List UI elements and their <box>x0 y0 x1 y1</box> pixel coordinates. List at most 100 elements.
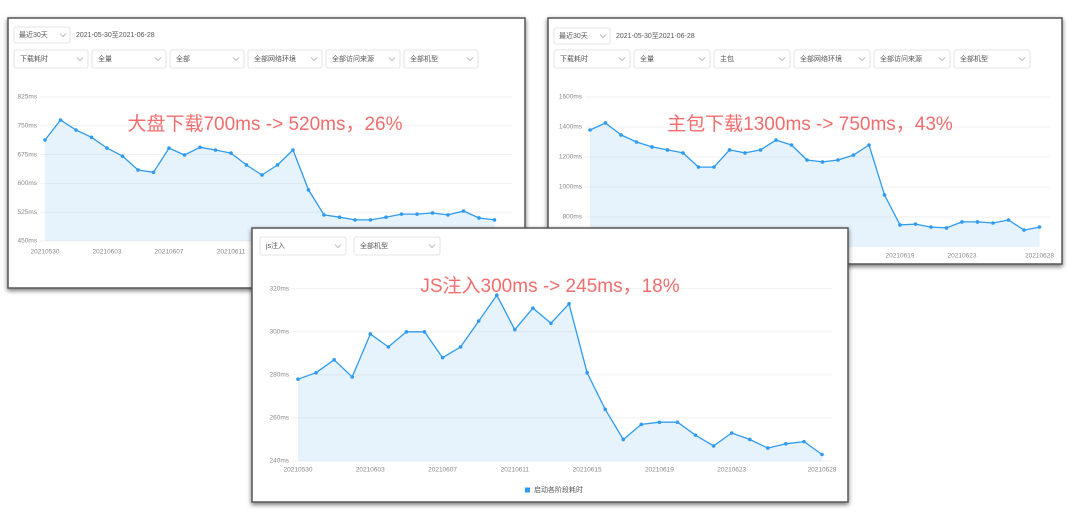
point <box>415 212 419 216</box>
legend-label: 启动各阶段耗时 <box>534 485 583 494</box>
point <box>384 215 388 219</box>
point <box>89 135 94 140</box>
point <box>944 226 949 230</box>
filter-label: 主包 <box>720 54 734 63</box>
point <box>867 143 871 147</box>
point <box>585 370 589 375</box>
y-tick-label: 1400ms <box>559 124 583 131</box>
y-tick-label: 750ms <box>17 123 37 130</box>
x-tick-label: 20210603 <box>93 249 122 256</box>
chevron <box>858 57 866 62</box>
point <box>353 218 357 222</box>
chevron <box>76 57 84 62</box>
point <box>929 225 933 229</box>
chevron <box>232 57 240 62</box>
area <box>590 123 1040 247</box>
point <box>446 213 450 217</box>
series-line <box>589 122 1040 231</box>
chevron <box>154 57 162 62</box>
point <box>306 188 311 192</box>
chevron <box>310 57 318 62</box>
point <box>461 209 466 213</box>
point <box>681 151 685 155</box>
point <box>260 173 264 177</box>
x-tick-label: 20210611 <box>217 249 246 256</box>
date-range: 2021-05-30至2021-06-28 <box>616 32 695 40</box>
point <box>476 319 481 323</box>
point <box>492 218 497 222</box>
chevron <box>1018 57 1026 62</box>
filter-label: 全部访问来源 <box>332 54 374 63</box>
chevron <box>388 57 396 62</box>
period-label: 最近30天 <box>559 31 588 40</box>
point <box>430 211 435 215</box>
filter-select <box>713 49 791 69</box>
x-tick-label: 20210611 <box>501 467 530 474</box>
point <box>350 375 355 379</box>
y-tick-label: 260ms <box>269 415 289 422</box>
y-tick-label: 1200ms <box>559 154 583 161</box>
point <box>711 444 716 448</box>
x-tick-label: 20210530 <box>31 249 60 256</box>
y-tick-label: 450ms <box>17 238 37 245</box>
point <box>322 213 326 217</box>
filter-select <box>403 49 479 69</box>
annotation: 主包下载1300ms -> 750ms，43% <box>667 113 953 135</box>
filter-label: 全部网络环境 <box>254 54 296 63</box>
point <box>74 128 78 132</box>
chevron <box>778 57 786 62</box>
point <box>440 355 445 360</box>
point <box>820 160 825 164</box>
x-tick-label: 20210619 <box>645 467 674 474</box>
point <box>639 422 644 427</box>
point <box>729 431 734 435</box>
point <box>337 215 342 219</box>
point <box>634 140 639 144</box>
filter-select <box>633 49 711 69</box>
point <box>727 148 732 152</box>
filter-label: 下载耗时 <box>560 54 588 63</box>
area <box>298 295 823 461</box>
filter-label: 全部机型 <box>360 241 388 250</box>
point <box>167 146 171 150</box>
point <box>151 170 156 175</box>
y-tick-label: 600ms <box>17 180 37 187</box>
filter-select <box>247 49 323 69</box>
filter-label: 下载耗时 <box>20 54 48 63</box>
filter-select <box>793 49 871 69</box>
x-tick-label: 20210619 <box>886 253 915 260</box>
filter-select <box>953 49 1031 69</box>
point <box>991 221 995 225</box>
point <box>588 128 592 132</box>
point <box>603 121 608 125</box>
point <box>774 138 778 142</box>
point <box>665 148 670 152</box>
chevron <box>938 57 946 62</box>
filter-select <box>353 236 441 256</box>
filter-select <box>325 49 401 69</box>
point <box>314 370 318 375</box>
point <box>1037 225 1042 229</box>
filter-select <box>259 236 347 256</box>
x-tick-label: 20210623 <box>948 253 977 260</box>
point <box>802 439 806 444</box>
y-tick-label: 800ms <box>562 214 582 221</box>
x-tick-label: 20210628 <box>808 467 837 474</box>
point <box>368 332 373 336</box>
point <box>657 420 662 425</box>
filter-label: 全部 <box>176 54 190 63</box>
point <box>784 441 788 446</box>
point <box>898 223 902 227</box>
point <box>43 138 47 142</box>
panel-frame <box>251 227 849 503</box>
point <box>105 146 109 150</box>
point <box>291 148 295 152</box>
point <box>1022 228 1026 232</box>
point <box>603 407 607 412</box>
point <box>531 306 535 310</box>
chevron <box>618 57 626 62</box>
filter-select <box>13 49 89 69</box>
point <box>404 330 409 334</box>
